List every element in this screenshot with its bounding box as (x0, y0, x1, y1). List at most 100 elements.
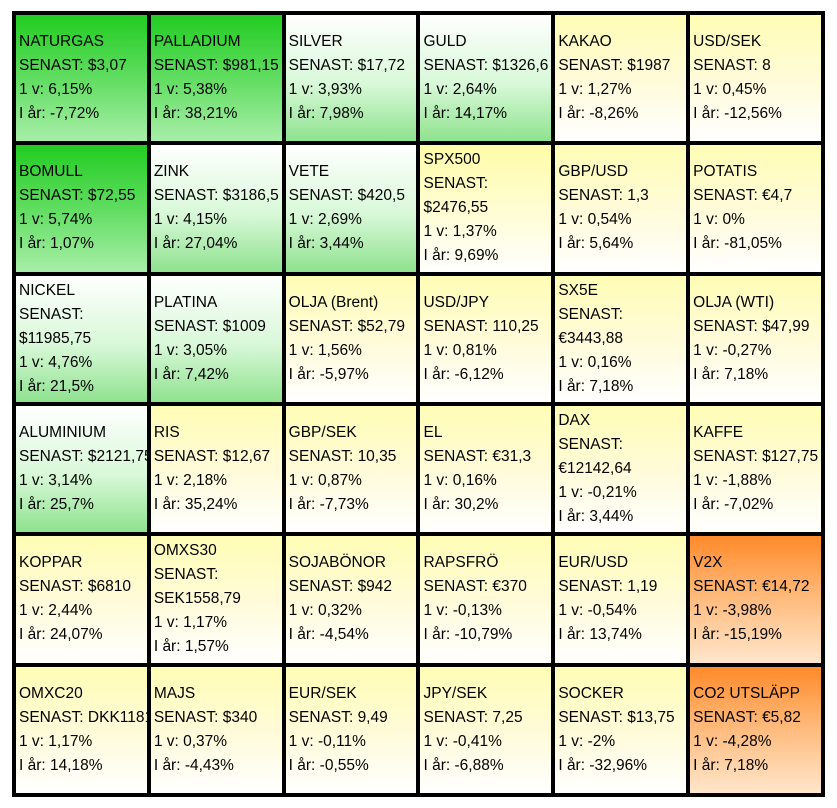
tile-year-change: I år: -81,05% (693, 235, 782, 253)
tile-year-change: I år: 7,98% (288, 105, 364, 123)
tile-week-change: 1 v: -0,54% (558, 602, 637, 620)
market-tile: KAKAO SENAST: $1987 1 v: 1,27% I år: -8,26% (555, 15, 687, 142)
tile-week-change: 1 v: 1,17% (153, 614, 228, 632)
tile-name: GBP/USD (558, 163, 629, 181)
tile-name: ALUMINIUM (19, 424, 106, 442)
tile-year-change: I år: -15,19% (693, 626, 782, 644)
tile-last: SENAST: $3,07 (19, 57, 127, 75)
tile-year-change: I år: -6,12% (423, 365, 504, 383)
tile-name: OMXC20 (19, 684, 83, 702)
tile-year-change: I år: 1,57% (153, 638, 229, 656)
market-tile: USD/SEK SENAST: 8 1 v: 0,45% I år: -12,56% (690, 15, 821, 142)
tile-year-change: I år: 30,2% (423, 496, 499, 514)
market-tile: RIS SENAST: $12,67 1 v: 2,18% I år: 35,24% (150, 406, 282, 533)
tile-week-change: 1 v: 0,32% (288, 602, 362, 620)
tile-name: KOPPAR (19, 554, 83, 572)
tile-name: NICKEL (19, 281, 75, 299)
tile-last-label: SENAST: (558, 436, 623, 454)
tile-last-value: $2476,55 (423, 199, 489, 217)
tile-name: USD/JPY (423, 293, 489, 311)
market-tile: DAX SENAST: €12142,64 1 v: -0,21% I år: 3,44… (555, 406, 687, 533)
market-tile: CO2 UTSLÄPP SENAST: €5,82 1 v: -4,28% I år:… (690, 666, 821, 793)
tile-week-change: 1 v: 2,69% (288, 211, 362, 229)
tile-name: V2X (693, 554, 723, 572)
tile-week-change: 1 v: 1,17% (19, 732, 93, 750)
market-tile: RAPSFRÖ SENAST: €370 1 v: -0,13% I år: -10,… (420, 536, 552, 663)
tile-year-change: I år: -4,43% (153, 756, 234, 774)
tile-week-change: 1 v: 0,87% (288, 472, 362, 490)
tile-week-change: 1 v: 4,15% (153, 211, 228, 229)
market-tile: OMXS30 SENAST: SEK1558,79 1 v: 1,17% I år: 1… (150, 536, 282, 663)
market-tile: SOJABÖNOR SENAST: $942 1 v: 0,32% I år: -4,… (285, 536, 417, 663)
tile-name: SOCKER (558, 684, 624, 702)
tile-name: OMXS30 (153, 542, 217, 560)
tile-year-change: I år: 14,17% (423, 105, 508, 123)
tile-last: SENAST: 110,25 (423, 317, 539, 335)
tile-last: SENAST: 1,19 (558, 578, 658, 596)
market-tile: EL SENAST: €31,3 1 v: 0,16% I år: 30,2% (420, 406, 552, 533)
tile-name: JPY/SEK (423, 684, 488, 702)
tile-last: SENAST: €5,82 (693, 708, 801, 726)
market-tile: GBP/SEK SENAST: 10,35 1 v: 0,87% I år: -7,7… (285, 406, 417, 533)
tile-name: GBP/SEK (288, 424, 357, 442)
tile-last: SENAST: 1,3 (558, 187, 649, 205)
market-tile: EUR/SEK SENAST: 9,49 1 v: -0,11% I år: -0,5… (285, 666, 417, 793)
tile-name: EUR/SEK (288, 684, 357, 702)
market-tile: V2X SENAST: €14,72 1 v: -3,98% I år: -15,19… (690, 536, 821, 663)
tile-name: NATURGAS (19, 33, 104, 51)
tile-name: RIS (153, 424, 180, 442)
tile-year-change: I år: -7,02% (693, 496, 774, 514)
tile-year-change: I år: 13,74% (558, 626, 642, 644)
tile-last: SENAST: $52,79 (288, 317, 405, 335)
tile-year-change: I år: -32,96% (558, 756, 648, 774)
market-tile: PLATINA SENAST: $1009 1 v: 3,05% I år: 7,42… (150, 275, 282, 402)
tile-year-change: I år: 7,42% (153, 365, 229, 383)
tile-name: ZINK (153, 163, 190, 181)
tile-last: SENAST: $127,75 (693, 448, 819, 466)
tile-last: SENAST: $47,99 (693, 317, 810, 335)
market-tile: USD/JPY SENAST: 110,25 1 v: 0,81% I år: -6,… (420, 275, 552, 402)
market-tile: VETE SENAST: $420,5 1 v: 2,69% I år: 3,44% (285, 145, 417, 272)
tile-year-change: I år: -0,55% (288, 756, 369, 774)
market-tile: SOCKER SENAST: $13,75 1 v: -2% I år: -32,96… (555, 666, 687, 793)
tile-week-change: 1 v: 0,45% (693, 81, 767, 99)
market-tile: OLJA (WTI) SENAST: $47,99 1 v: -0,27% I år:… (690, 275, 821, 402)
tile-week-change: 1 v: 0,54% (558, 211, 632, 229)
market-tile: GBP/USD SENAST: 1,3 1 v: 0,54% I år: 5,64% (555, 145, 687, 272)
tile-year-change: I år: 1,07% (19, 235, 94, 253)
tile-week-change: 1 v: 6,15% (19, 81, 93, 99)
tile-week-change: 1 v: 0% (693, 211, 745, 229)
market-tile: KOPPAR SENAST: $6810 1 v: 2,44% I år: 24,07… (16, 536, 147, 663)
market-tile: SPX500 SENAST: $2476,55 1 v: 1,37% I år: 9,6… (420, 145, 552, 272)
tile-week-change: 1 v: -4,28% (693, 732, 772, 750)
tile-name: PLATINA (153, 293, 218, 311)
market-tile: ALUMINIUM SENAST: $2121,75 1 v: 3,14% I år:… (16, 406, 147, 533)
tile-week-change: 1 v: 2,64% (423, 81, 497, 99)
tile-last-label: SENAST: (423, 175, 489, 193)
tile-year-change: I år: 5,64% (558, 235, 634, 253)
tile-name: SOJABÖNOR (288, 554, 386, 572)
tile-name: OLJA (WTI) (693, 293, 775, 311)
tile-week-change: 1 v: 5,74% (19, 211, 93, 229)
tile-last: SENAST: $13,75 (558, 708, 675, 726)
tile-week-change: 1 v: 1,56% (288, 341, 362, 359)
tile-week-change: 1 v: -0,27% (693, 341, 772, 359)
tile-year-change: I år: 35,24% (153, 496, 238, 514)
tile-last: SENAST: $942 (288, 578, 393, 596)
tile-year-change: I år: 7,18% (693, 365, 769, 383)
tile-name: USD/SEK (693, 33, 762, 51)
tile-year-change: I år: -5,97% (288, 365, 369, 383)
tile-last-value: €12142,64 (558, 460, 632, 478)
tile-last: SENAST: $1009 (153, 317, 266, 335)
market-tile: PALLADIUM SENAST: $981,15 1 v: 5,38% I år: … (150, 15, 282, 142)
tile-last: SENAST: $6810 (19, 578, 132, 596)
tile-week-change: 1 v: 1,37% (423, 223, 497, 241)
tile-week-change: 1 v: 0,81% (423, 341, 497, 359)
tile-name: CO2 UTSLÄPP (693, 684, 800, 702)
tile-year-change: I år: -8,26% (558, 105, 639, 123)
market-tile: EUR/USD SENAST: 1,19 1 v: -0,54% I år: 13,7… (555, 536, 687, 663)
tile-year-change: I år: -4,54% (288, 626, 369, 644)
tile-week-change: 1 v: -2% (558, 732, 616, 750)
tile-week-change: 1 v: 3,05% (153, 341, 228, 359)
tile-name: RAPSFRÖ (423, 554, 499, 572)
